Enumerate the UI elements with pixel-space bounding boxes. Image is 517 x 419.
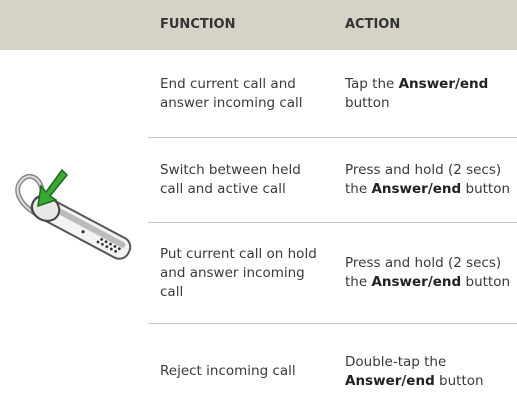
- function-cell: Reject incoming call: [160, 363, 296, 379]
- action-text: button: [434, 372, 484, 389]
- action-cell: Press and hold (2 secs) the Answer/end b…: [333, 161, 517, 199]
- action-cell: Press and hold (2 secs) the Answer/end b…: [333, 254, 517, 292]
- action-cell: Double-tap the Answer/end button: [333, 353, 517, 391]
- function-cell: End current call and answer incoming cal…: [160, 75, 303, 111]
- action-text: button: [345, 94, 390, 111]
- table-row: Switch between held call and active call…: [148, 137, 517, 222]
- column-header: ACTION: [345, 17, 401, 32]
- action-text: button: [461, 274, 511, 290]
- action-text: Double-tap the: [345, 353, 447, 370]
- button-name: Answer/end: [345, 372, 435, 389]
- button-name: Answer/end: [398, 75, 489, 92]
- action-cell: Tap the Answer/end button: [333, 75, 517, 113]
- button-name: Answer/end: [371, 274, 462, 290]
- action-text: Press and hold (2 secs) the: [345, 162, 502, 197]
- table-header: FUNCTION ACTION: [0, 0, 517, 50]
- table-row: Reject incoming call Double-tap the Answe…: [148, 323, 517, 419]
- action-text: Press and hold (2 secs) the: [345, 255, 502, 290]
- table-row: Put current call on hold and answer inco…: [148, 222, 517, 323]
- action-text: Tap the: [345, 75, 399, 92]
- function-cell: Switch between held call and active call: [160, 162, 301, 197]
- action-text: button: [461, 181, 511, 197]
- column-header: FUNCTION: [160, 17, 236, 32]
- table-row: End current call and answer incoming cal…: [148, 50, 517, 137]
- headset-illustration: [15, 168, 132, 260]
- function-cell: Put current call on hold and answer inco…: [160, 245, 317, 300]
- button-name: Answer/end: [371, 181, 462, 197]
